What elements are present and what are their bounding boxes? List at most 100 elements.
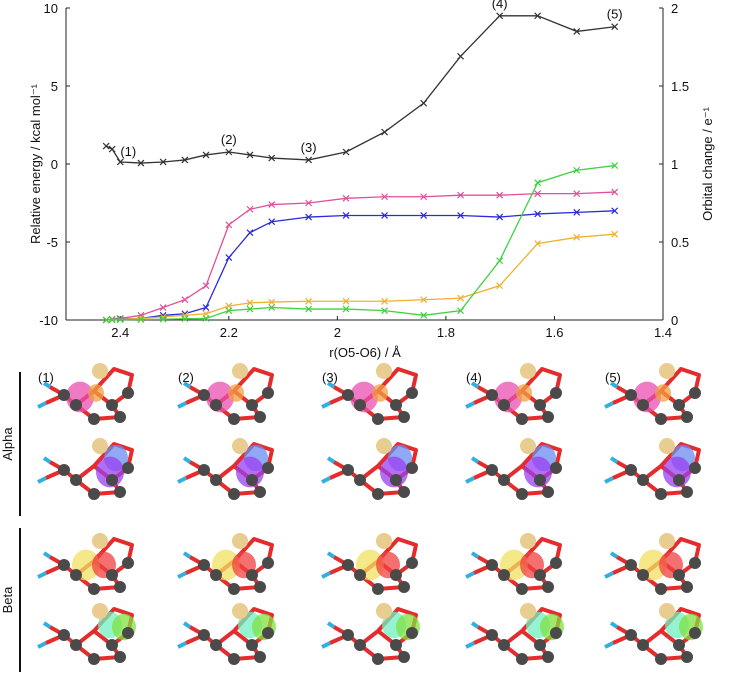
atom [262, 462, 274, 474]
atom [92, 603, 108, 619]
atom [625, 464, 637, 476]
y-tick-label: -5 [46, 235, 58, 250]
marker [573, 27, 581, 35]
atom [58, 559, 70, 571]
atom [354, 639, 366, 651]
marker [573, 208, 581, 216]
atom [210, 639, 222, 651]
atom [689, 462, 701, 474]
marker [202, 151, 210, 159]
atom [398, 581, 410, 593]
marker [381, 212, 389, 219]
atom [542, 486, 554, 498]
panel-label: (1) [38, 370, 54, 385]
marker [496, 213, 504, 221]
marker [305, 213, 313, 221]
panel-label: (5) [605, 370, 621, 385]
atom [398, 486, 410, 498]
atom [92, 438, 108, 454]
marker [268, 201, 276, 208]
atom [542, 581, 554, 593]
marker [225, 307, 233, 315]
marker [159, 304, 167, 311]
marker [611, 188, 619, 196]
annotation: (3) [301, 140, 317, 155]
atom [625, 629, 637, 641]
marker [159, 315, 167, 323]
marker [108, 145, 116, 153]
orbital [655, 384, 671, 402]
h-bond [465, 571, 475, 579]
atom [376, 603, 392, 619]
molecule [321, 363, 418, 425]
atom [228, 413, 240, 425]
h-bond [609, 551, 619, 559]
atom [354, 569, 366, 581]
series-line [106, 210, 615, 321]
atom [198, 629, 210, 641]
atom [486, 559, 498, 571]
marker [102, 316, 110, 324]
atom [92, 363, 108, 379]
atom [534, 639, 546, 651]
x-axis-label: r(O5-O6) / Å [329, 345, 401, 360]
atom [681, 651, 693, 663]
marker [246, 299, 254, 307]
molecule [465, 533, 562, 595]
h-bond [37, 641, 47, 649]
molecule [177, 363, 274, 425]
h-bond [609, 621, 619, 629]
atom [534, 399, 546, 411]
marker [268, 218, 276, 226]
atom [232, 603, 248, 619]
atom [246, 639, 258, 651]
marker [137, 316, 145, 323]
atom [390, 474, 402, 486]
atom [232, 438, 248, 454]
marker [342, 148, 350, 156]
atom [673, 639, 685, 651]
molecule [177, 438, 274, 500]
marker [116, 316, 124, 324]
atom [88, 653, 100, 665]
marker [573, 190, 581, 198]
x-tick-label: 1.8 [437, 325, 455, 340]
h-bond [609, 456, 619, 464]
atom [637, 474, 649, 486]
atom [114, 486, 126, 498]
atom [70, 639, 82, 651]
h-bond [321, 401, 331, 409]
atom [372, 488, 384, 500]
marker [137, 159, 145, 167]
atom [122, 462, 134, 474]
atom [498, 639, 510, 651]
h-bond [465, 641, 475, 649]
atom [114, 411, 126, 423]
atom [516, 583, 528, 595]
molecule [465, 438, 562, 500]
atom [681, 411, 693, 423]
marker [202, 315, 210, 322]
atom [232, 363, 248, 379]
atom [372, 413, 384, 425]
y2-tick-label: 1.5 [671, 79, 689, 94]
h-bond [604, 641, 614, 649]
atom [550, 387, 562, 399]
molecule [321, 603, 420, 665]
h-bond [42, 551, 52, 559]
y-tick-label: -10 [39, 313, 58, 328]
atom [262, 627, 274, 639]
h-bond [326, 456, 336, 464]
marker [381, 128, 389, 136]
atom [376, 533, 392, 549]
atom [88, 413, 100, 425]
marker [116, 158, 124, 166]
h-bond [465, 401, 475, 409]
series-line [105, 15, 615, 164]
atom [106, 474, 118, 486]
marker [611, 162, 619, 169]
h-bond [182, 621, 192, 629]
h-bond [321, 476, 331, 484]
atom [406, 557, 418, 569]
